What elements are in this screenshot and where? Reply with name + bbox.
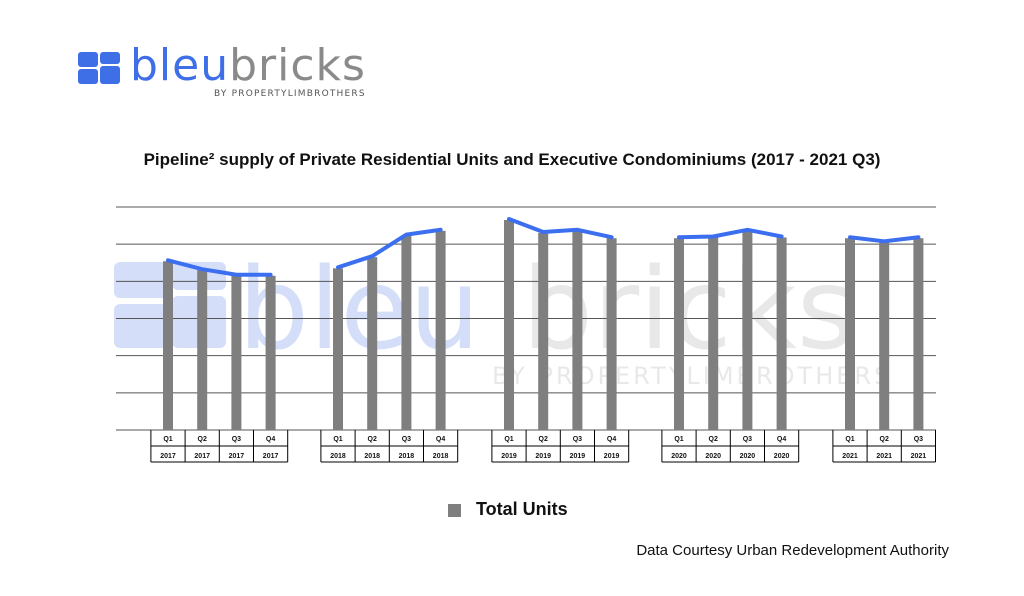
x-axis: Q1 2017 Q2 2017 Q3 2017 Q4 2017 Q1 2018 Q2 2018 Q3 20… [150,430,936,463]
x-tick-label-year: 2018 [330,453,346,460]
x-tick-label-quarter: Q4 [436,436,445,443]
x-tick-label-quarter: Q1 [674,436,683,443]
trend-line-segment [166,258,273,277]
bar [742,230,753,430]
bar [879,242,890,430]
trend-line [166,217,921,277]
x-tick-label-quarter: Q3 [232,436,241,443]
data-credit: Data Courtesy Urban Redevelopment Author… [636,542,949,559]
x-tick-label-year: 2020 [740,453,756,460]
trend-line-segment [336,227,443,270]
bar [231,275,242,430]
logo-wordmark: bleubricks [130,42,366,90]
x-tick-label-quarter: Q3 [402,436,411,443]
x-tick-label-year: 2019 [535,453,551,460]
bar [776,237,787,430]
x-tick-label-year: 2021 [911,453,927,460]
x-tick-label-quarter: Q3 [573,436,582,443]
bar [845,238,855,430]
bars [163,220,924,430]
x-tick-label-year: 2020 [671,453,687,460]
x-tick-label-quarter: Q4 [607,436,616,443]
legend-label: Total Units [476,499,568,519]
watermark-tagline: BY PROPERTYLIMBROTHERS [492,362,892,390]
x-tick-label-quarter: Q1 [163,436,172,443]
logo-word-bricks: bricks [229,40,366,91]
bar [265,275,276,430]
x-tick-label-quarter: Q2 [709,436,718,443]
bar [674,238,684,430]
x-tick-label-quarter: Q3 [743,436,752,443]
bleubricks-logo-mark-icon [78,52,120,84]
chart-title: Pipeline² supply of Private Residential … [143,150,881,169]
gridlines [116,206,936,431]
trend-line-segment [677,227,784,240]
x-tick-label-quarter: Q3 [914,436,923,443]
bar [708,237,719,430]
bar [435,230,446,430]
bar [572,230,583,430]
x-tick-label-quarter: Q4 [777,436,786,443]
x-tick-label-year: 2020 [774,453,790,460]
x-tick-label-year: 2021 [842,453,858,460]
bar [401,235,412,430]
bar [163,261,173,430]
x-tick-label-year: 2021 [876,453,892,460]
x-tick-label-year: 2017 [263,453,279,460]
bar [606,238,617,430]
x-tick-label-year: 2019 [570,453,586,460]
x-tick-label-year: 2017 [160,453,176,460]
trend-line-segment [848,235,921,244]
x-tick-label-quarter: Q1 [845,436,854,443]
x-tick-label-year: 2018 [433,453,449,460]
watermark: bleu bricks BY PROPERTYLIMBROTHERS [114,245,892,390]
bar [913,238,924,430]
logo-word-bleu: bleu [130,40,230,91]
x-tick-label-quarter: Q2 [368,436,377,443]
x-tick-label-year: 2019 [501,453,517,460]
x-tick-label-quarter: Q2 [198,436,207,443]
x-tick-label-year: 2017 [194,453,210,460]
trend-line-segment [507,217,614,240]
x-tick-label-quarter: Q4 [266,436,275,443]
legend-swatch [448,504,461,517]
x-tick-label-year: 2020 [705,453,721,460]
bar [538,233,549,430]
x-tick-label-year: 2017 [229,453,245,460]
x-tick-label-year: 2019 [604,453,620,460]
x-tick-label-quarter: Q1 [504,436,513,443]
x-tick-label-quarter: Q2 [880,436,889,443]
x-tick-label-quarter: Q2 [539,436,548,443]
bar [504,220,514,430]
bar [367,257,378,430]
bar [197,270,208,430]
brand-logo: bleubricks BY PROPERTYLIMBROTHERS [78,42,378,104]
x-tick-label-year: 2018 [399,453,415,460]
logo-tagline: BY PROPERTYLIMBROTHERS [214,89,366,99]
bar [333,268,343,430]
x-tick-label-year: 2018 [364,453,380,460]
x-tick-label-quarter: Q1 [333,436,342,443]
